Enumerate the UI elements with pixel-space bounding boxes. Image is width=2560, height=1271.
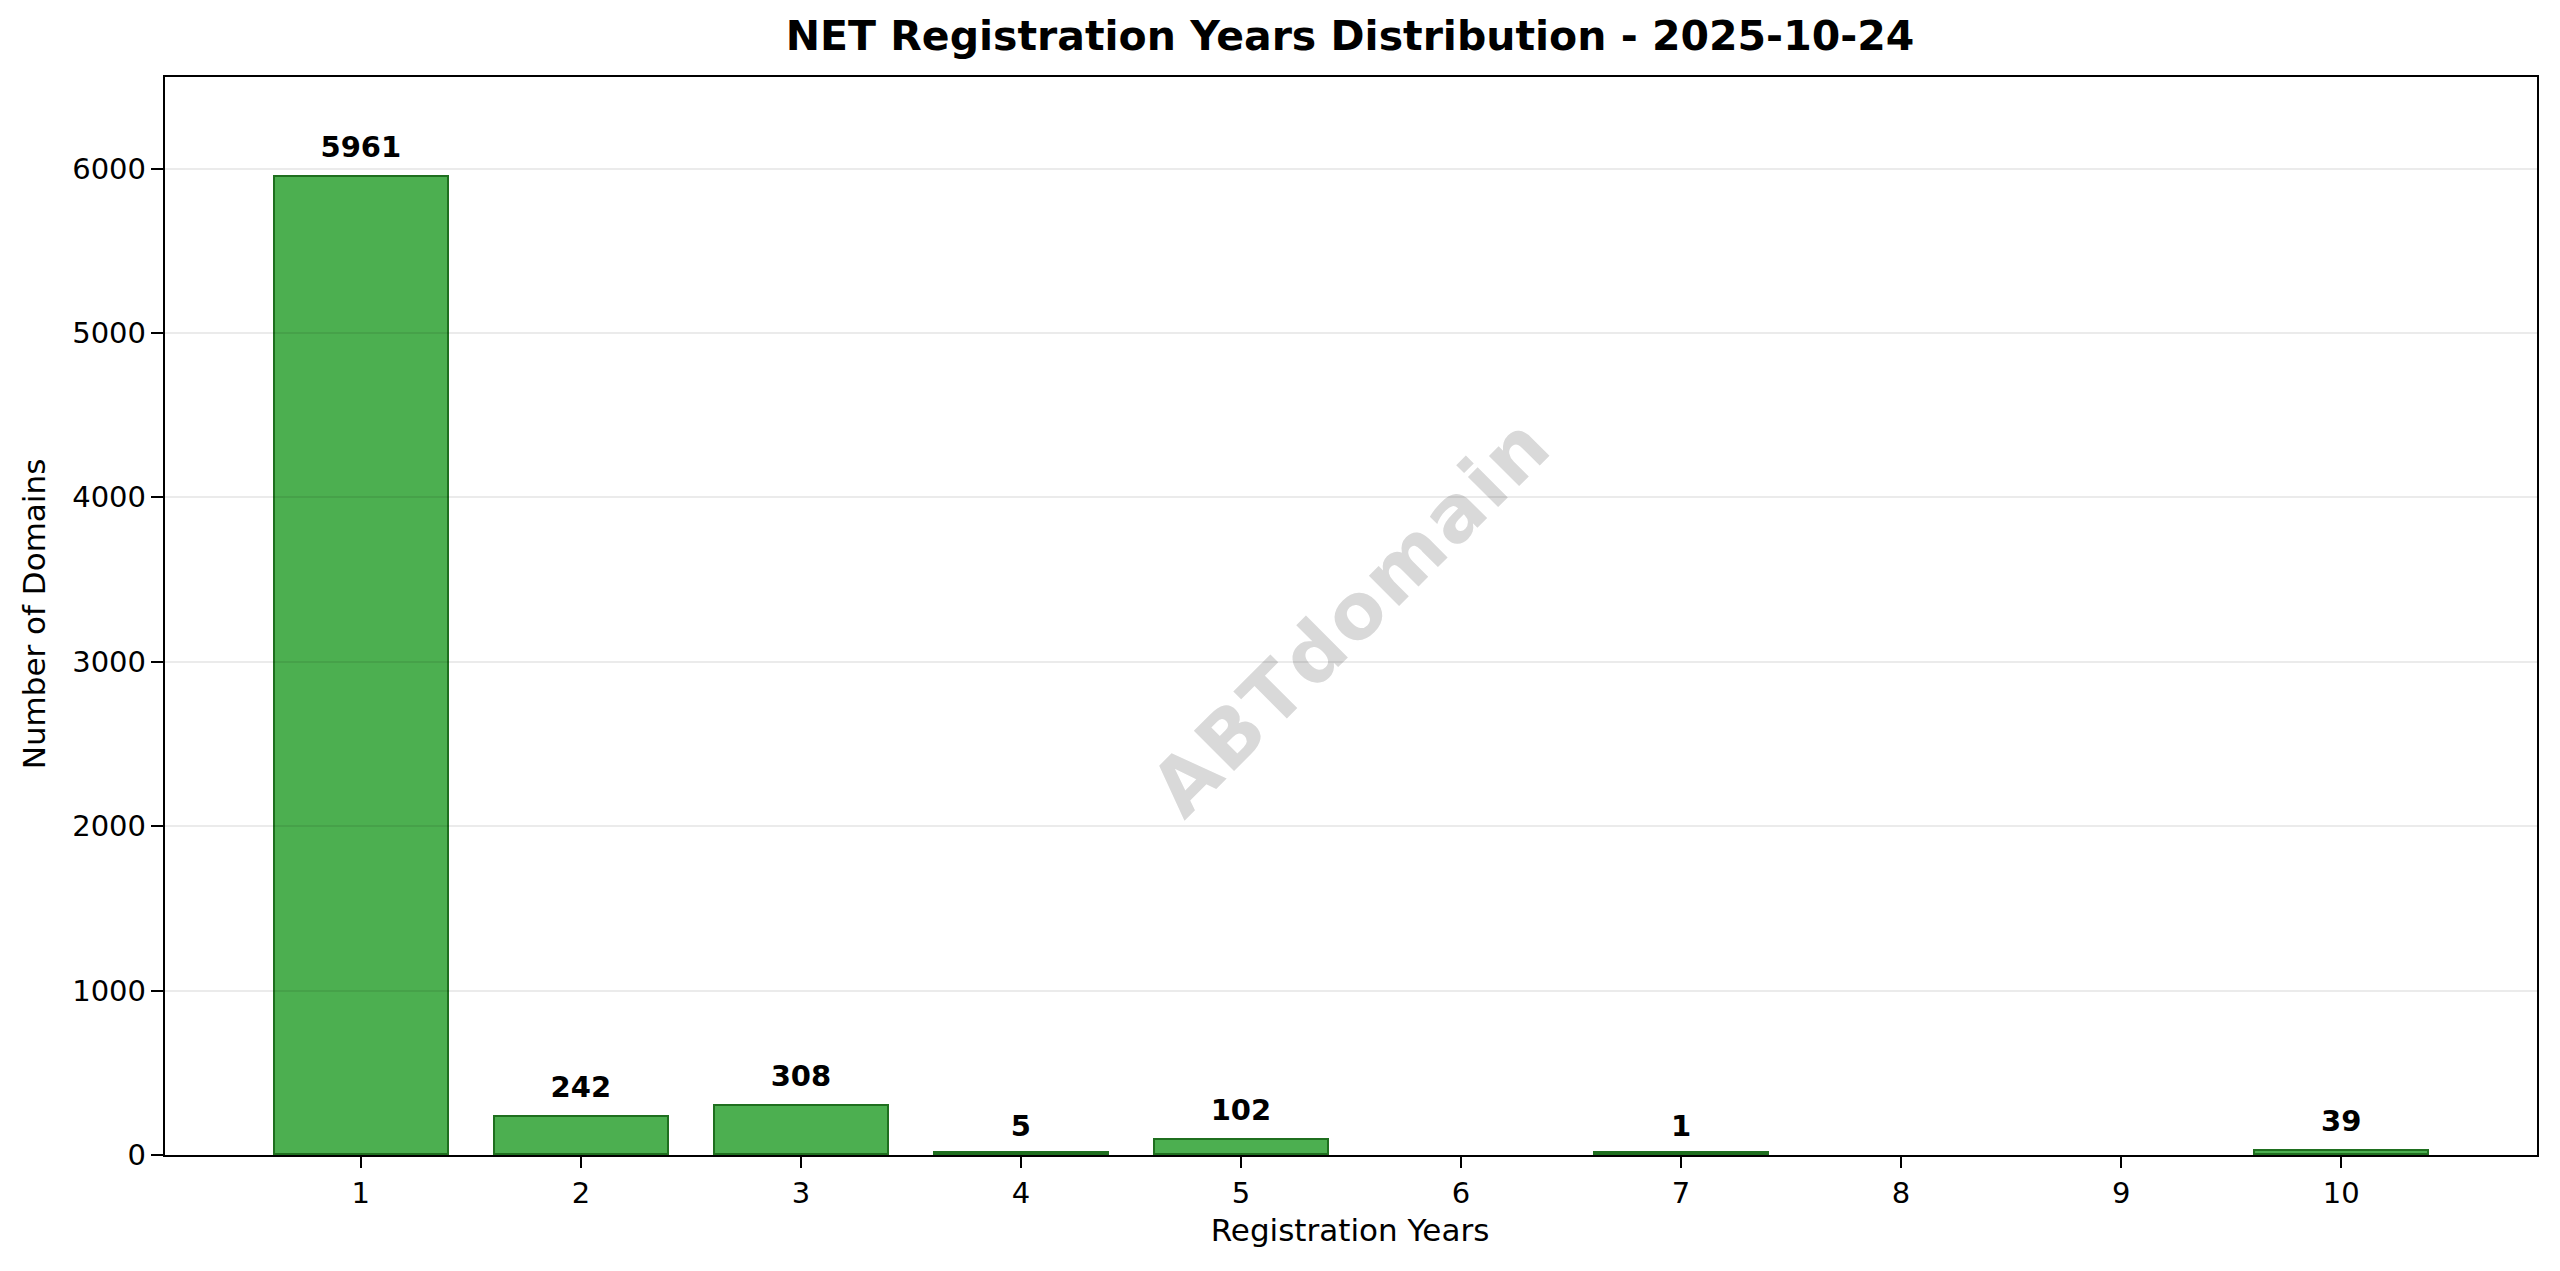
watermark: ABTdomain: [1133, 398, 1568, 833]
figure: NET Registration Years Distribution - 20…: [0, 0, 2560, 1271]
bar-value-label: 5: [921, 1108, 1121, 1144]
bar-value-label: 39: [2241, 1103, 2441, 1139]
x-tick-mark: [1900, 1155, 1902, 1168]
bar: [1593, 1151, 1769, 1155]
y-tick-mark: [151, 825, 163, 827]
x-tick-mark: [2340, 1155, 2342, 1168]
y-tick-label: 0: [0, 1137, 146, 1173]
y-tick-label: 6000: [0, 151, 146, 187]
y-gridline: [165, 332, 2537, 334]
y-gridline: [165, 168, 2537, 170]
y-tick-mark: [151, 661, 163, 663]
y-tick-mark: [151, 1154, 163, 1156]
bar-value-label: 308: [701, 1058, 901, 1094]
x-tick-mark: [1020, 1155, 1022, 1168]
y-tick-label: 2000: [0, 808, 146, 844]
plot-area: ABTdomain 5961 242 308 5 102 1 39: [163, 75, 2539, 1157]
bar: [273, 175, 449, 1155]
x-tick-label: 8: [1892, 1175, 1910, 1211]
x-tick-label: 1: [352, 1175, 370, 1211]
bar: [1153, 1138, 1329, 1155]
bar-value-label: 1: [1581, 1108, 1781, 1144]
x-tick-mark: [1240, 1155, 1242, 1168]
x-tick-label: 6: [1452, 1175, 1470, 1211]
y-tick-mark: [151, 168, 163, 170]
x-tick-mark: [800, 1155, 802, 1168]
x-tick-label: 10: [2323, 1175, 2360, 1211]
x-tick-label: 2: [572, 1175, 590, 1211]
bar-value-label: 242: [481, 1069, 681, 1105]
x-tick-mark: [360, 1155, 362, 1168]
y-tick-mark: [151, 332, 163, 334]
y-tick-mark: [151, 496, 163, 498]
chart-title: NET Registration Years Distribution - 20…: [786, 12, 1915, 60]
bar-value-label: 102: [1141, 1092, 1341, 1128]
y-gridline: [165, 661, 2537, 663]
x-axis-label: Registration Years: [1211, 1212, 1490, 1248]
bar: [933, 1151, 1109, 1155]
x-tick-label: 4: [1012, 1175, 1030, 1211]
x-tick-mark: [580, 1155, 582, 1168]
y-gridline: [165, 496, 2537, 498]
y-tick-label: 3000: [0, 644, 146, 680]
y-gridline: [165, 825, 2537, 827]
x-tick-label: 9: [2112, 1175, 2130, 1211]
bar: [493, 1115, 669, 1155]
x-tick-mark: [1680, 1155, 1682, 1168]
y-tick-label: 4000: [0, 479, 146, 515]
x-tick-label: 3: [792, 1175, 810, 1211]
bar-value-label: 5961: [261, 129, 461, 165]
x-tick-label: 5: [1232, 1175, 1250, 1211]
y-gridline: [165, 990, 2537, 992]
y-tick-label: 5000: [0, 315, 146, 351]
x-tick-mark: [1460, 1155, 1462, 1168]
y-tick-label: 1000: [0, 973, 146, 1009]
bar: [713, 1104, 889, 1155]
x-tick-label: 7: [1672, 1175, 1690, 1211]
x-tick-mark: [2120, 1155, 2122, 1168]
y-tick-mark: [151, 990, 163, 992]
bar: [2253, 1149, 2429, 1155]
